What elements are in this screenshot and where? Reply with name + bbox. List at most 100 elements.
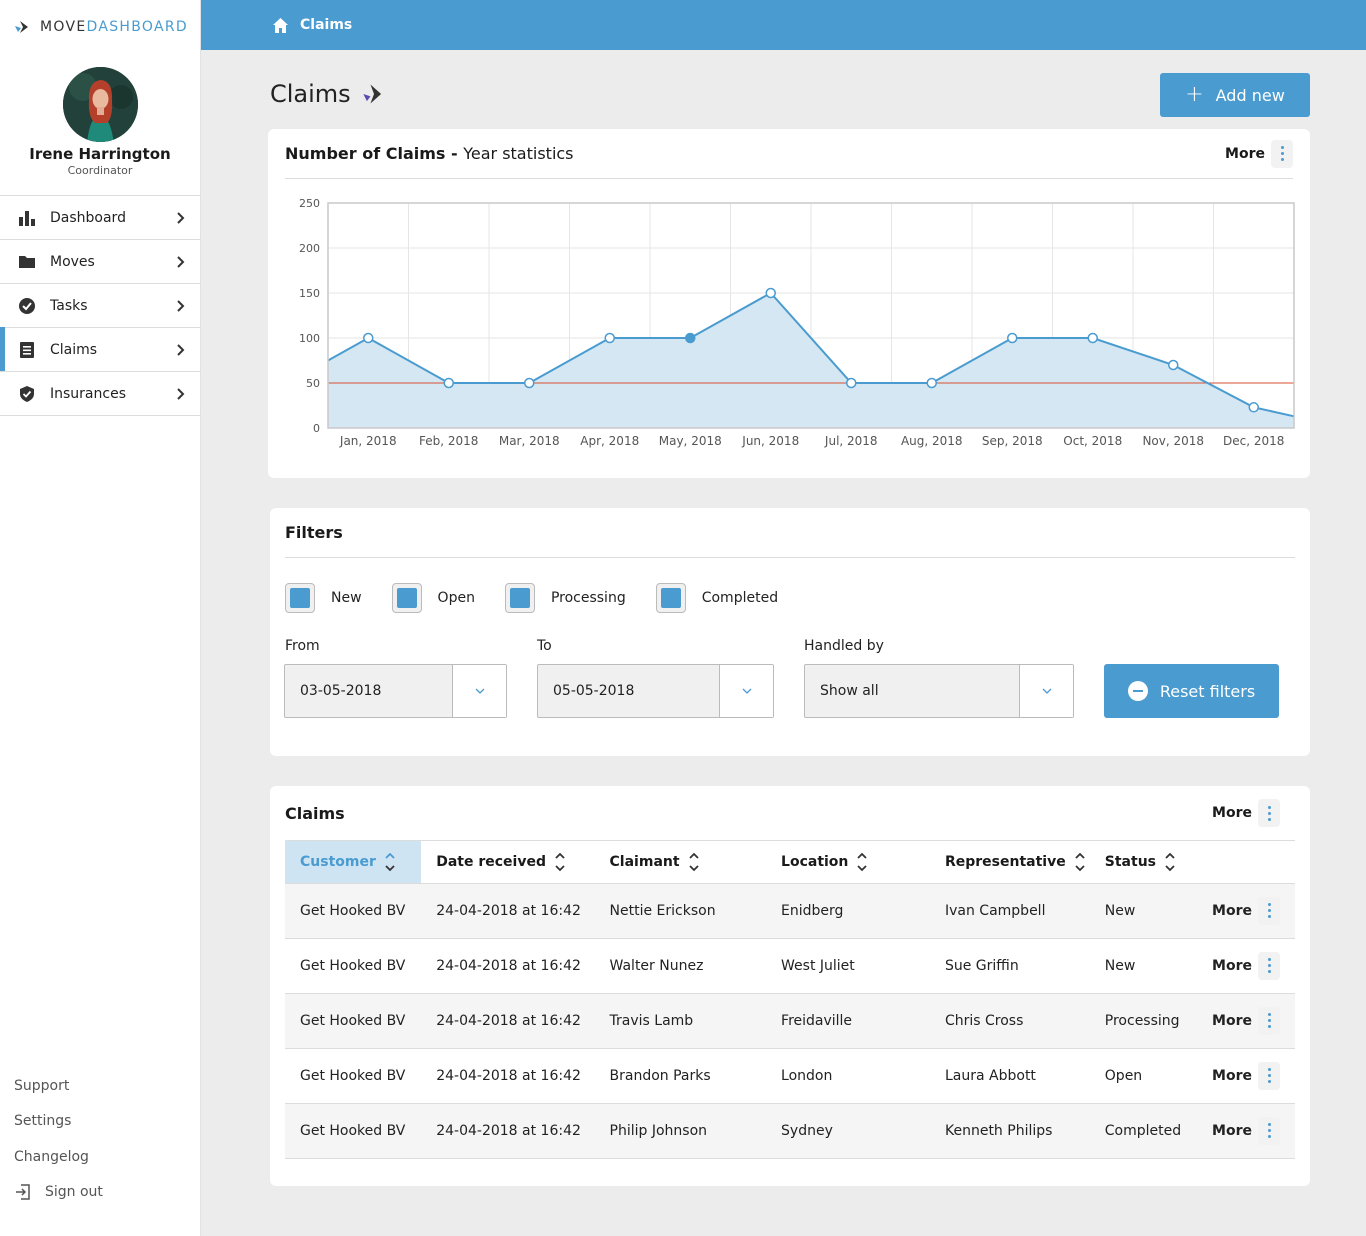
chevron-right-icon xyxy=(177,343,185,356)
y-tick-label: 150 xyxy=(299,287,320,300)
x-tick-label: Nov, 2018 xyxy=(1142,434,1204,448)
cell-claimant: Travis Lamb xyxy=(594,993,767,1049)
column-header-label: Date received xyxy=(436,853,546,870)
data-point xyxy=(524,377,535,389)
sort-icon xyxy=(555,852,565,872)
row-actions: More xyxy=(1197,1103,1295,1159)
row-more-button[interactable]: More xyxy=(1212,896,1295,925)
sidebar-item-label: Insurances xyxy=(50,385,126,402)
signout-link[interactable]: Sign out xyxy=(14,1175,103,1211)
user-role: Coordinator xyxy=(67,164,133,177)
cell-status: Completed xyxy=(1089,1103,1197,1159)
more-label: More xyxy=(1212,805,1252,821)
support-link[interactable]: Support xyxy=(14,1077,70,1094)
sidebar-item-label: Tasks xyxy=(50,297,88,314)
sidebar-item-insurances[interactable]: Insurances xyxy=(0,371,201,416)
table-row[interactable]: Get Hooked BV 24-04-2018 at 16:42 Travis L… xyxy=(285,993,1295,1049)
row-more-button[interactable]: More xyxy=(1212,1006,1295,1035)
checkbox-checked-icon xyxy=(655,583,686,613)
kebab-icon xyxy=(1258,1006,1280,1035)
chevron-right-icon xyxy=(177,299,185,312)
data-point xyxy=(765,287,776,299)
changelog-link[interactable]: Changelog xyxy=(14,1148,89,1165)
bar-chart-icon xyxy=(18,209,36,227)
sidebar-item-dashboard[interactable]: Dashboard xyxy=(0,195,201,239)
series-area xyxy=(328,293,1294,428)
cell-location: Enidberg xyxy=(766,883,930,939)
chevron-down-icon xyxy=(452,665,506,717)
reset-filters-button[interactable]: Reset filters xyxy=(1104,664,1279,718)
column-header-status[interactable]: Status xyxy=(1089,841,1197,884)
add-new-label: Add new xyxy=(1215,85,1285,105)
chart-title-main: Number of Claims - xyxy=(285,144,458,163)
avatar[interactable] xyxy=(63,67,138,142)
settings-link[interactable]: Settings xyxy=(14,1113,72,1130)
cell-date-received: 24-04-2018 at 16:42 xyxy=(421,1048,595,1104)
filter-label: New xyxy=(331,590,362,606)
filter-new-checkbox[interactable]: New xyxy=(285,583,362,613)
sidebar-item-tasks[interactable]: Tasks xyxy=(0,283,201,327)
row-more-button[interactable]: More xyxy=(1212,951,1295,980)
to-date-select[interactable]: 05-05-2018 xyxy=(537,664,774,718)
sidebar-item-label: Dashboard xyxy=(50,209,126,226)
filter-completed-checkbox[interactable]: Completed xyxy=(655,583,779,613)
cell-status: New xyxy=(1089,938,1197,994)
add-new-button[interactable]: + Add new xyxy=(1160,73,1310,117)
x-tick-label: Feb, 2018 xyxy=(419,434,478,448)
more-label: More xyxy=(1212,1067,1252,1084)
plus-icon: + xyxy=(1185,82,1204,107)
breadcrumb[interactable]: Claims xyxy=(300,17,353,33)
table-row[interactable]: Get Hooked BV 24-04-2018 at 16:42 Nettie E… xyxy=(285,883,1295,939)
cell-representative: Chris Cross xyxy=(929,993,1090,1049)
table-row[interactable]: Get Hooked BV 24-04-2018 at 16:42 Brandon … xyxy=(285,1048,1295,1104)
cell-customer: Get Hooked BV xyxy=(285,1048,422,1104)
column-header-claimant[interactable]: Claimant xyxy=(594,841,767,884)
cell-status: Processing xyxy=(1089,993,1197,1049)
home-icon[interactable] xyxy=(272,17,289,34)
status-filters: New Open Processing Completed xyxy=(285,583,808,613)
data-point xyxy=(1168,359,1179,371)
column-header-label: Customer xyxy=(300,853,376,870)
filter-processing-checkbox[interactable]: Processing xyxy=(504,583,626,613)
data-point xyxy=(1087,332,1098,344)
cell-claimant: Walter Nunez xyxy=(594,938,767,994)
x-tick-label: Oct, 2018 xyxy=(1063,434,1122,448)
row-actions: More xyxy=(1197,993,1295,1049)
column-header-representative[interactable]: Representative xyxy=(929,841,1090,884)
chart-more-button[interactable]: More xyxy=(1225,139,1293,168)
claims-table: Customer Date received Claimant Location… xyxy=(285,841,1295,1159)
sort-icon xyxy=(688,852,699,872)
data-point xyxy=(1248,402,1259,413)
filter-open-checkbox[interactable]: Open xyxy=(391,583,475,613)
logo[interactable]: MOVEDASHBOARD xyxy=(14,16,188,38)
filters-card: Filters New Open Processing Completed Fr… xyxy=(270,508,1310,756)
chart-card-header: Number of Claims - Year statistics More xyxy=(285,129,1293,179)
from-date-select[interactable]: 03-05-2018 xyxy=(284,664,507,718)
to-label: To xyxy=(537,638,552,654)
claims-table-title: Claims xyxy=(285,803,345,823)
more-label: More xyxy=(1212,957,1252,974)
column-header-customer[interactable]: Customer xyxy=(285,841,422,884)
row-more-button[interactable]: More xyxy=(1212,1061,1295,1090)
sidebar-item-moves[interactable]: Moves xyxy=(0,239,201,283)
sidebar-item-claims[interactable]: Claims xyxy=(0,327,201,372)
plot-frame xyxy=(327,202,1295,429)
kebab-icon xyxy=(1258,799,1280,827)
column-header-location[interactable]: Location xyxy=(766,841,930,884)
data-point xyxy=(926,377,937,389)
table-row[interactable]: Get Hooked BV 24-04-2018 at 16:42 Philip J… xyxy=(285,1103,1295,1159)
cell-status: New xyxy=(1089,883,1197,939)
column-header-label: Representative xyxy=(944,853,1066,870)
filter-label: Completed xyxy=(701,590,779,606)
cell-representative: Laura Abbott xyxy=(929,1048,1090,1104)
row-more-button[interactable]: More xyxy=(1212,1116,1295,1145)
handled-by-select[interactable]: Show all xyxy=(804,664,1074,718)
column-header-date[interactable]: Date received xyxy=(421,841,595,884)
cell-claimant: Nettie Erickson xyxy=(594,883,767,939)
cell-customer: Get Hooked BV xyxy=(285,883,422,939)
table-more-button[interactable]: More xyxy=(1212,799,1280,827)
cell-location: West Juliet xyxy=(766,938,930,994)
table-row[interactable]: Get Hooked BV 24-04-2018 at 16:42 Walter N… xyxy=(285,938,1295,994)
cell-date-received: 24-04-2018 at 16:42 xyxy=(421,993,595,1049)
cell-date-received: 24-04-2018 at 16:42 xyxy=(421,1103,595,1159)
